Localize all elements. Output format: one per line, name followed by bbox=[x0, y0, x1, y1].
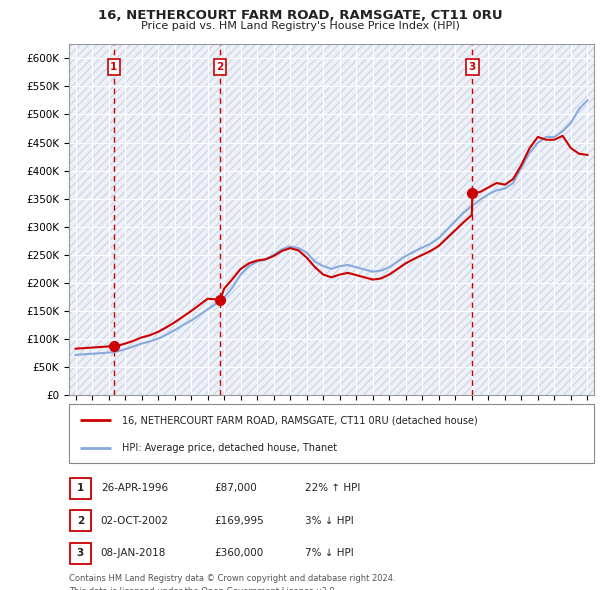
Text: 16, NETHERCOURT FARM ROAD, RAMSGATE, CT11 0RU (detached house): 16, NETHERCOURT FARM ROAD, RAMSGATE, CT1… bbox=[121, 415, 477, 425]
Text: 1: 1 bbox=[110, 62, 118, 72]
Text: 3: 3 bbox=[469, 62, 476, 72]
Text: 22% ↑ HPI: 22% ↑ HPI bbox=[305, 483, 360, 493]
Text: This data is licensed under the Open Government Licence v3.0.: This data is licensed under the Open Gov… bbox=[69, 587, 337, 590]
Text: 3% ↓ HPI: 3% ↓ HPI bbox=[305, 516, 353, 526]
FancyBboxPatch shape bbox=[70, 510, 91, 531]
Text: 2: 2 bbox=[77, 516, 84, 526]
Text: 3: 3 bbox=[77, 548, 84, 558]
Text: 7% ↓ HPI: 7% ↓ HPI bbox=[305, 548, 353, 558]
Text: HPI: Average price, detached house, Thanet: HPI: Average price, detached house, Than… bbox=[121, 444, 337, 453]
Text: 26-APR-1996: 26-APR-1996 bbox=[101, 483, 168, 493]
Text: 02-OCT-2002: 02-OCT-2002 bbox=[101, 516, 169, 526]
Text: £360,000: £360,000 bbox=[215, 548, 264, 558]
Text: £169,995: £169,995 bbox=[215, 516, 265, 526]
Text: £87,000: £87,000 bbox=[215, 483, 257, 493]
FancyBboxPatch shape bbox=[70, 478, 91, 499]
Text: Contains HM Land Registry data © Crown copyright and database right 2024.: Contains HM Land Registry data © Crown c… bbox=[69, 574, 395, 583]
FancyBboxPatch shape bbox=[69, 404, 594, 463]
Text: 08-JAN-2018: 08-JAN-2018 bbox=[101, 548, 166, 558]
FancyBboxPatch shape bbox=[70, 543, 91, 563]
Text: Price paid vs. HM Land Registry's House Price Index (HPI): Price paid vs. HM Land Registry's House … bbox=[140, 21, 460, 31]
Text: 2: 2 bbox=[217, 62, 224, 72]
Text: 1: 1 bbox=[77, 483, 84, 493]
Text: 16, NETHERCOURT FARM ROAD, RAMSGATE, CT11 0RU: 16, NETHERCOURT FARM ROAD, RAMSGATE, CT1… bbox=[98, 9, 502, 22]
